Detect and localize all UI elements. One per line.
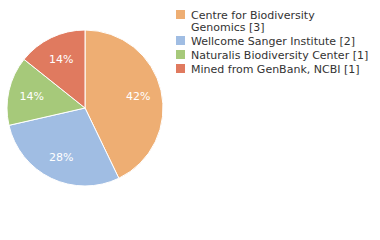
legend: Centre for BiodiversityGenomics [3]Wellc… xyxy=(176,9,368,76)
data-label: 14% xyxy=(49,53,73,66)
pie xyxy=(7,30,163,186)
legend-label: Mined from GenBank, NCBI [1] xyxy=(191,63,360,76)
data-labels: 42% 28% 14% 14% xyxy=(20,53,151,164)
legend-swatch xyxy=(176,10,185,19)
data-label: 42% xyxy=(126,90,150,103)
legend-label: Naturalis Biodiversity Center [1] xyxy=(191,49,368,62)
legend-swatch xyxy=(176,36,185,45)
data-label: 28% xyxy=(49,151,73,164)
legend-swatch xyxy=(176,64,185,73)
legend-label-line: Centre for Biodiversity xyxy=(191,9,315,22)
legend-swatch xyxy=(176,50,185,59)
legend-label-line: Mined from GenBank, NCBI [1] xyxy=(191,63,360,76)
data-label: 14% xyxy=(20,90,44,103)
legend-label-line: Wellcome Sanger Institute [2] xyxy=(191,35,355,48)
legend-label-line: Genomics [3] xyxy=(191,21,265,34)
chart: 42% 28% 14% 14% Centre for BiodiversityGenom… xyxy=(0,0,380,240)
legend-label: Wellcome Sanger Institute [2] xyxy=(191,35,355,48)
legend-label: Centre for BiodiversityGenomics [3] xyxy=(191,9,315,34)
legend-label-line: Naturalis Biodiversity Center [1] xyxy=(191,49,368,62)
